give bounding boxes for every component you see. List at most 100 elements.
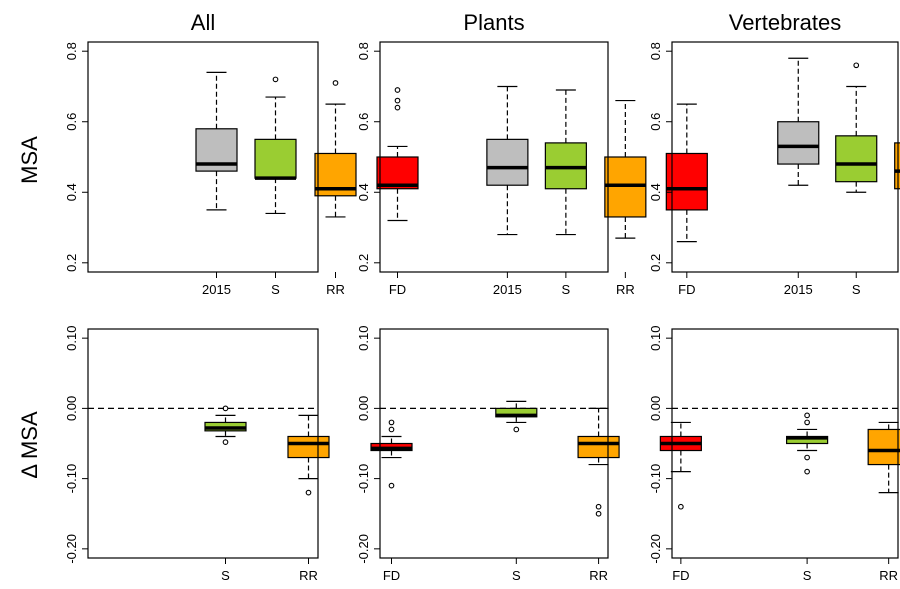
row-ylabel-delta-msa: Δ MSA: [17, 411, 42, 479]
outlier-point: [394, 87, 401, 93]
box-fd: FD: [370, 419, 413, 583]
outlier-point: [222, 405, 229, 412]
outlier-point: [804, 412, 810, 419]
box-body: [894, 142, 900, 190]
y-tick-label: 0.4: [356, 183, 371, 201]
box-rr: RR: [287, 414, 330, 583]
x-tick-label: RR: [616, 282, 635, 297]
box-rr: RR: [604, 99, 647, 297]
y-tick-label: 0.10: [648, 326, 663, 351]
plot-frame: [671, 41, 899, 273]
y-tick-label: 0.10: [356, 326, 371, 351]
y-tick-label: 0.6: [648, 113, 663, 131]
x-tick-label: S: [512, 568, 521, 583]
y-tick-label: 0.6: [356, 113, 371, 131]
box-body: [287, 435, 330, 459]
box-body: [376, 156, 419, 190]
box-body: [604, 156, 647, 218]
x-tick-label: S: [562, 282, 571, 297]
x-tick-label: S: [803, 568, 812, 583]
x-tick-label: RR: [879, 568, 898, 583]
outlier-point: [272, 76, 279, 83]
x-tick-label: S: [221, 568, 230, 583]
outlier-point: [388, 426, 395, 433]
y-tick-label: -0.20: [64, 534, 79, 564]
box-rr: RR: [867, 421, 900, 583]
x-tick-label: 2015: [202, 282, 231, 297]
y-tick-label: 0.10: [64, 326, 79, 351]
outlier-point: [394, 104, 401, 111]
outlier-point: [222, 439, 229, 445]
box-body: [254, 138, 297, 179]
panel-title: Plants: [463, 10, 524, 35]
plot-frame: [671, 328, 899, 559]
box-s: S: [786, 412, 829, 583]
y-tick-label: 0.2: [648, 254, 663, 272]
box-2015: 2015: [195, 71, 238, 297]
x-tick-label: RR: [299, 568, 318, 583]
x-tick-label: 2015: [784, 282, 813, 297]
panel-5: S RR FD -0.20 -0.10 0.00 0.10: [356, 326, 702, 583]
x-tick-label: FD: [389, 282, 406, 297]
box-2015: 2015: [486, 85, 529, 297]
box-rr: RR: [577, 407, 620, 583]
outlier-point: [804, 454, 810, 461]
box-body: [486, 138, 529, 186]
y-tick-label: -0.10: [356, 464, 371, 494]
x-tick-label: FD: [672, 568, 689, 583]
y-tick-label: -0.10: [64, 464, 79, 494]
outlier-point: [388, 482, 395, 489]
panel-6: S RR FD -0.20 -0.10 0.00 0.10: [648, 326, 900, 583]
outlier-point: [513, 426, 520, 433]
box-rr: RR: [894, 142, 900, 190]
plot-frame: [379, 328, 609, 559]
plot-frame: [87, 41, 319, 273]
box-fd: FD: [659, 421, 702, 583]
outlier-point: [595, 510, 602, 517]
box-fd: FD: [665, 103, 708, 297]
panel-3: 2015 S RR FD 0.2 0.4 0.6 0.8 Vertebrates: [648, 10, 900, 297]
box-fd: FD: [376, 87, 419, 297]
box-s: S: [254, 76, 297, 297]
box-s: S: [204, 405, 247, 583]
x-tick-label: RR: [326, 282, 345, 297]
box-body: [577, 435, 620, 459]
box-body: [777, 121, 820, 165]
outlier-point: [804, 419, 810, 426]
outlier-point: [804, 468, 810, 475]
y-tick-label: 0.6: [64, 113, 79, 131]
outlier-point: [394, 97, 401, 104]
row-ylabel-msa: MSA: [17, 136, 42, 184]
y-tick-label: 0.8: [356, 42, 371, 60]
y-tick-label: 0.00: [64, 396, 79, 421]
outlier-point: [388, 419, 395, 426]
outlier-point: [595, 503, 602, 510]
y-tick-label: 0.00: [648, 396, 663, 421]
y-tick-label: 0.2: [64, 254, 79, 272]
y-tick-label: 0.8: [648, 42, 663, 60]
y-tick-label: -0.10: [648, 464, 663, 494]
x-tick-label: FD: [383, 568, 400, 583]
box-body: [867, 428, 900, 466]
outlier-point: [332, 80, 339, 86]
box-s: S: [835, 62, 878, 297]
y-tick-label: 0.4: [64, 183, 79, 201]
box-s: S: [495, 400, 538, 583]
outlier-point: [678, 503, 684, 510]
x-tick-label: S: [852, 282, 861, 297]
panel-2: 2015 S RR FD 0.2 0.4 0.6 0.8 Plants: [356, 10, 708, 297]
y-tick-label: 0.8: [64, 42, 79, 60]
plot-frame: [87, 328, 319, 559]
y-tick-label: 0.00: [356, 396, 371, 421]
panel-4: S RR FD -0.20 -0.10 0.00 0.10: [64, 326, 413, 583]
box-2015: 2015: [777, 57, 820, 297]
outlier-point: [853, 62, 860, 69]
panel-title: All: [191, 10, 215, 35]
y-tick-label: -0.20: [648, 534, 663, 564]
y-tick-label: 0.4: [648, 183, 663, 201]
panel-1: 2015 S RR FD 0.2 0.4 0.6 0.8 All: [64, 10, 419, 297]
box-body: [544, 142, 587, 190]
box-body: [835, 135, 878, 183]
box-s: S: [544, 89, 587, 297]
x-tick-label: RR: [589, 568, 608, 583]
